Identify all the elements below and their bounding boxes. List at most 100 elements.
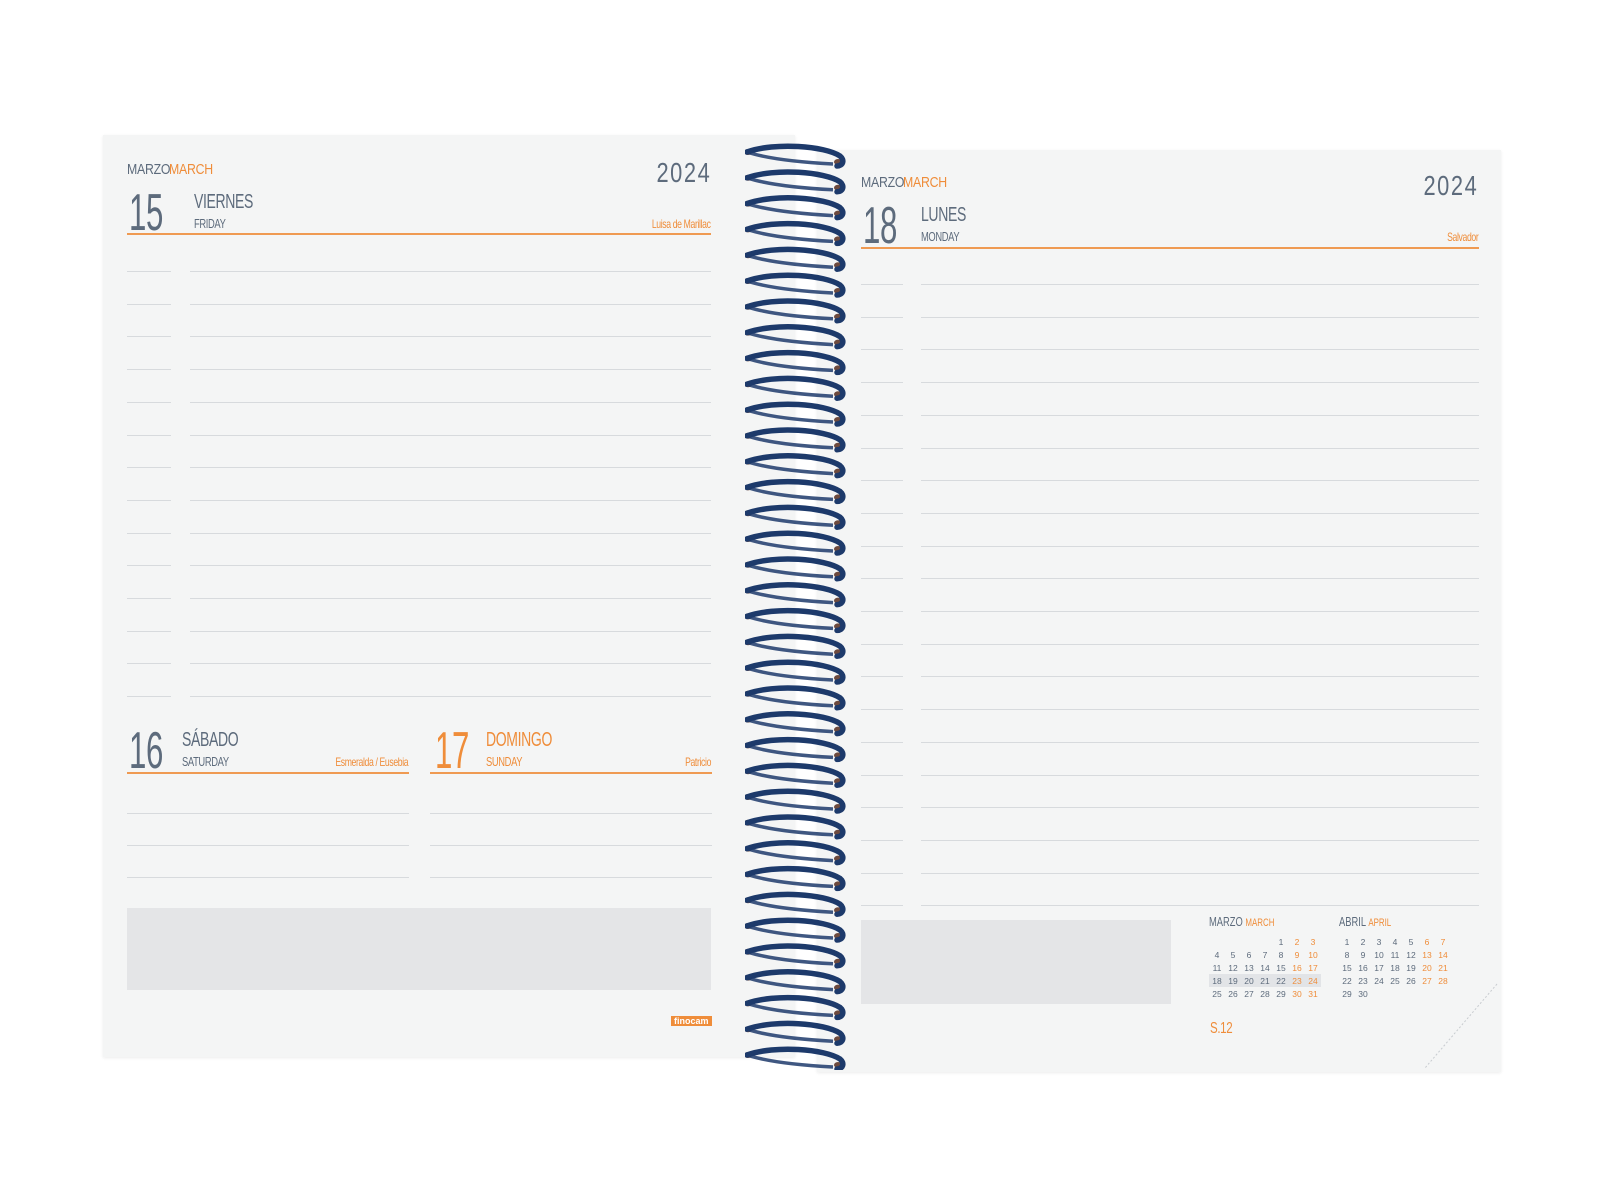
mini-cal-day: 23 bbox=[1289, 974, 1305, 987]
time-line bbox=[127, 499, 171, 501]
mini-cal-day: 2 bbox=[1360, 936, 1366, 947]
writing-line bbox=[921, 611, 1479, 612]
mini-cal-week: 11 12 13 14 15 16 17 bbox=[1209, 961, 1321, 974]
writing-line bbox=[921, 676, 1479, 678]
mini-cal-day: 15 bbox=[1342, 962, 1352, 973]
mini-cal-day: 11 bbox=[1212, 962, 1222, 973]
sunday-saint: Patricio bbox=[685, 755, 711, 769]
spiral-coil bbox=[745, 1046, 846, 1070]
spiral-coil bbox=[745, 659, 846, 685]
mini-cal-day: 4 bbox=[1214, 949, 1220, 960]
time-line bbox=[861, 676, 903, 678]
spiral-coil bbox=[745, 1020, 846, 1046]
mini-cal-month-es: MARZO bbox=[1209, 914, 1243, 929]
writing-line bbox=[921, 414, 1479, 416]
mini-cal-month-es: ABRIL bbox=[1339, 914, 1366, 929]
mini-cal-day: 6 bbox=[1424, 936, 1430, 947]
mini-cal-day: 21 bbox=[1257, 974, 1273, 987]
weekend-writing-line bbox=[430, 877, 712, 878]
spiral-coil bbox=[745, 943, 846, 969]
mini-cal-day: 17 bbox=[1308, 962, 1318, 973]
mini-cal-day: 19 bbox=[1225, 974, 1241, 987]
mini-cal-day: 8 bbox=[1278, 949, 1284, 960]
day-name-english: MONDAY bbox=[921, 229, 960, 244]
time-line bbox=[861, 480, 903, 482]
writing-line bbox=[921, 709, 1479, 711]
writing-line bbox=[190, 532, 711, 534]
mini-cal-day: 26 bbox=[1406, 975, 1416, 986]
time-line bbox=[861, 839, 903, 841]
mini-cal-day bbox=[1241, 935, 1257, 948]
saturday-name-spanish: SÁBADO bbox=[182, 729, 239, 751]
mini-cal-day: 6 bbox=[1246, 949, 1252, 960]
mini-cal-day: 18 bbox=[1209, 974, 1225, 987]
time-line bbox=[861, 905, 903, 907]
mini-cal-day: 13 bbox=[1244, 962, 1254, 973]
mini-cal-day: 1 bbox=[1344, 936, 1350, 947]
writing-line bbox=[921, 839, 1479, 841]
mini-cal-day: 8 bbox=[1344, 949, 1350, 960]
sunday-name-spanish: DOMINGO bbox=[486, 729, 552, 751]
spiral-binding bbox=[745, 143, 846, 1070]
mini-cal-day: 9 bbox=[1294, 949, 1300, 960]
time-line bbox=[127, 271, 171, 272]
spiral-coil bbox=[745, 865, 846, 892]
mini-cal-day bbox=[1387, 987, 1403, 1000]
spiral-coil bbox=[745, 349, 846, 376]
day-name-spanish: LUNES bbox=[921, 204, 966, 226]
writing-line bbox=[190, 434, 711, 436]
time-line bbox=[861, 807, 903, 809]
saturday-name-english: SATURDAY bbox=[182, 754, 229, 769]
mini-cal-day: 24 bbox=[1374, 975, 1384, 986]
spiral-coil bbox=[745, 891, 846, 917]
spiral-coil bbox=[745, 401, 846, 427]
mini-cal-day: 2 bbox=[1294, 936, 1300, 947]
spiral-coil bbox=[745, 169, 846, 195]
spiral-coil bbox=[745, 143, 846, 169]
mini-cal-day: 25 bbox=[1212, 988, 1222, 999]
spiral-coil bbox=[745, 195, 846, 221]
weekend-writing-line bbox=[430, 813, 712, 814]
spiral-coil bbox=[745, 711, 846, 737]
mini-cal-day: 4 bbox=[1392, 936, 1398, 947]
writing-line bbox=[921, 512, 1479, 514]
mini-cal-day: 11 bbox=[1390, 949, 1400, 960]
spiral-coil bbox=[745, 220, 846, 247]
sunday-number: 17 bbox=[435, 722, 470, 780]
mini-cal-day: 28 bbox=[1438, 975, 1448, 986]
day-underline bbox=[127, 233, 711, 235]
spiral-coil bbox=[745, 994, 846, 1021]
mini-cal-month-en: MARCH bbox=[1245, 917, 1275, 929]
spiral-coil bbox=[745, 272, 846, 298]
mini-cal-week: 22 23 24 25 26 27 28 bbox=[1339, 974, 1451, 987]
time-line bbox=[127, 630, 171, 632]
time-line bbox=[861, 447, 903, 449]
mini-cal-day: 12 bbox=[1406, 949, 1416, 960]
time-line bbox=[861, 382, 903, 384]
right-page: MARZO MARCH 2024 18 LUNES MONDAY Salvado… bbox=[817, 150, 1501, 1072]
weekend-writing-line bbox=[127, 845, 409, 846]
mini-cal-grid: 1 2 3 4 5 6 7 8 9 10 11 12 13 14 15 16 17 18 19 20 21 22 23 24 2… bbox=[1339, 935, 1451, 1000]
notes-box bbox=[861, 920, 1171, 1004]
writing-line bbox=[190, 499, 711, 501]
writing-line bbox=[190, 336, 711, 338]
year: 2024 bbox=[656, 157, 711, 188]
mini-cal-day: 5 bbox=[1230, 949, 1236, 960]
mini-cal-day: 10 bbox=[1308, 949, 1318, 960]
week-number: S.12 bbox=[1210, 1020, 1233, 1037]
mini-cal-day: 20 bbox=[1422, 962, 1432, 973]
mini-cal-day: 27 bbox=[1244, 988, 1254, 999]
spiral-coil bbox=[745, 685, 846, 711]
month-english: MARCH bbox=[169, 161, 213, 178]
day-name-english: FRIDAY bbox=[194, 216, 226, 231]
writing-line bbox=[921, 643, 1479, 645]
time-line bbox=[127, 467, 171, 469]
time-line bbox=[861, 284, 903, 285]
time-line bbox=[861, 414, 903, 416]
writing-line bbox=[921, 349, 1479, 351]
time-line bbox=[861, 643, 903, 645]
writing-line bbox=[921, 316, 1479, 318]
mini-cal-day: 28 bbox=[1260, 988, 1270, 999]
spiral-coil bbox=[745, 298, 846, 324]
